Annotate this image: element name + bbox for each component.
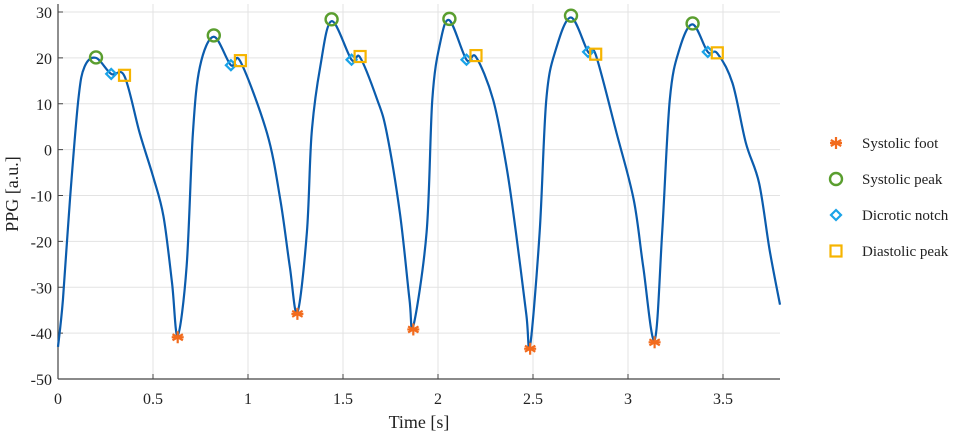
legend-systolic-peak-label: Systolic peak xyxy=(862,172,943,188)
diastolic-peak-marker xyxy=(469,48,483,63)
y-tick-label: 30 xyxy=(36,5,52,22)
y-tick-label: -30 xyxy=(31,280,52,297)
y-tick-label: 0 xyxy=(44,143,52,160)
axes xyxy=(57,4,780,380)
y-axis-label: PPG [a.u.] xyxy=(2,156,22,232)
systolic-foot-marker xyxy=(171,331,184,344)
y-tick-label: -50 xyxy=(31,372,52,389)
x-tick-label: 1.5 xyxy=(333,391,353,408)
systolic-foot-marker xyxy=(648,336,661,349)
legend-systolic-foot-label: Systolic foot xyxy=(862,136,939,152)
y-tick-label: 20 xyxy=(36,51,52,68)
dicrotic-notch-marker xyxy=(104,67,118,81)
systolic-foot-marker xyxy=(524,342,537,355)
diastolic-peak-marker xyxy=(710,46,724,60)
diastolic-peak-marker xyxy=(589,47,603,61)
diastolic-peak-marker xyxy=(233,54,247,68)
x-tick-label: 1 xyxy=(244,391,252,408)
ppg-signal-line xyxy=(56,16,782,351)
y-tick-label: 10 xyxy=(36,97,52,114)
y-tick-label: -20 xyxy=(31,234,52,251)
legend: Systolic foot Systolic peak Dicrotic notch… xyxy=(828,136,949,260)
legend-dicrotic-notch-icon xyxy=(829,208,843,222)
legend-systolic-peak-icon xyxy=(828,171,844,187)
y-tick-label: -40 xyxy=(31,326,52,343)
systolic-foot-marker xyxy=(291,307,304,320)
x-tick-label: 0.5 xyxy=(143,391,163,408)
systolic-peak-marker xyxy=(88,50,104,65)
legend-diastolic-peak-label: Diastolic peak xyxy=(862,244,949,260)
diastolic-peak-marker xyxy=(353,49,367,64)
tick-labels: 0 0.5 1 1.5 2 2.5 3 3.5 30 20 10 0 -10 -20 -30 -40 -50 xyxy=(31,5,733,408)
y-tick-label: -10 xyxy=(31,189,52,206)
x-tick-label: 2.5 xyxy=(523,391,543,408)
systolic-peak-marker xyxy=(685,16,700,31)
x-tick-label: 3.5 xyxy=(713,391,733,408)
x-axis-label: Time [s] xyxy=(389,412,450,432)
x-tick-label: 0 xyxy=(54,391,62,408)
legend-diastolic-peak-icon xyxy=(829,244,843,258)
plot-area xyxy=(56,8,782,355)
systolic-foot-marker xyxy=(407,323,420,336)
systolic-peak-marker xyxy=(206,28,222,43)
x-tick-label: 2 xyxy=(434,391,442,408)
grid xyxy=(58,4,780,379)
legend-dicrotic-notch-label: Dicrotic notch xyxy=(862,208,949,224)
x-tick-label: 3 xyxy=(624,391,632,408)
systolic-peak-marker xyxy=(563,8,579,23)
legend-systolic-foot-icon xyxy=(830,137,842,149)
dicrotic-notch-marker xyxy=(581,45,595,59)
systolic-peak-marker xyxy=(442,11,457,27)
diastolic-peak-marker xyxy=(117,68,132,82)
systolic-peak-marker xyxy=(324,12,339,27)
